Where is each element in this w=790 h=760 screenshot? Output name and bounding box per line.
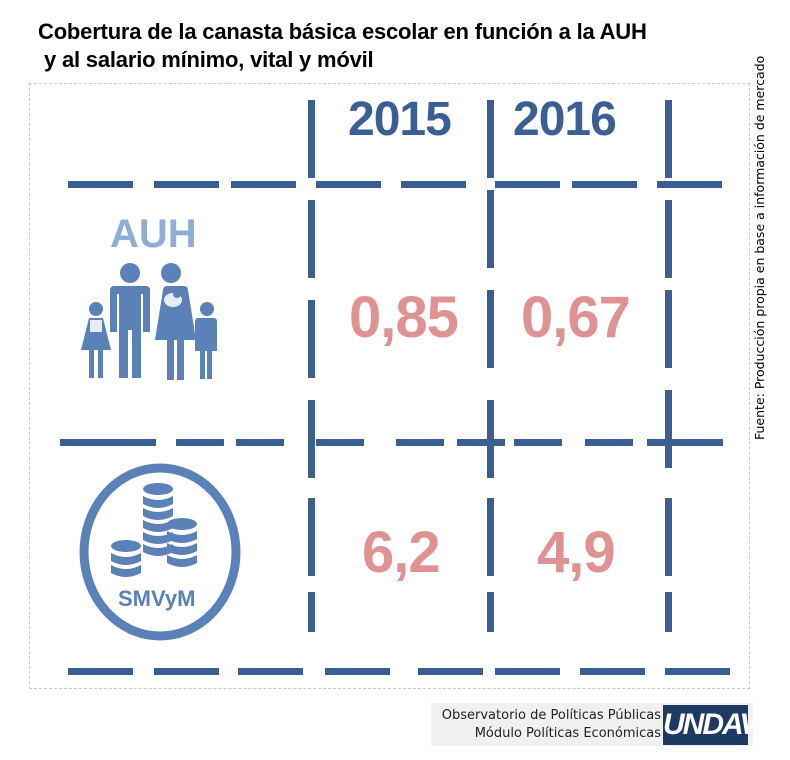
column-header-2015: 2015 [348,93,452,146]
source-note: Fuente: Producción propia en base a info… [752,55,767,440]
value-smvym-2015: 6,2 [362,520,441,585]
column-header-2016: 2016 [513,93,617,146]
family-icon [81,263,217,380]
value-auh-2016: 0,67 [521,285,631,350]
title-line-1: Cobertura de la canasta básica escolar e… [38,19,647,44]
value-auh-2015: 0,85 [349,285,459,350]
value-smvym-2016: 4,9 [537,520,616,585]
title-line-2: y al salario mínimo, vital y móvil [44,47,374,72]
undav-logo: UNDAV [663,705,759,745]
row-label-smvym: SMVyM [118,586,196,611]
table-frame [29,83,750,689]
footer-line-2: Módulo Políticas Económicas [474,726,661,741]
coins-stack-icon [79,463,241,641]
chart-title: Cobertura de la canasta básica escolar e… [38,18,647,74]
row-label-auh: AUH [110,212,197,256]
footer-line-1: Observatorio de Políticas Públicas [441,708,661,723]
